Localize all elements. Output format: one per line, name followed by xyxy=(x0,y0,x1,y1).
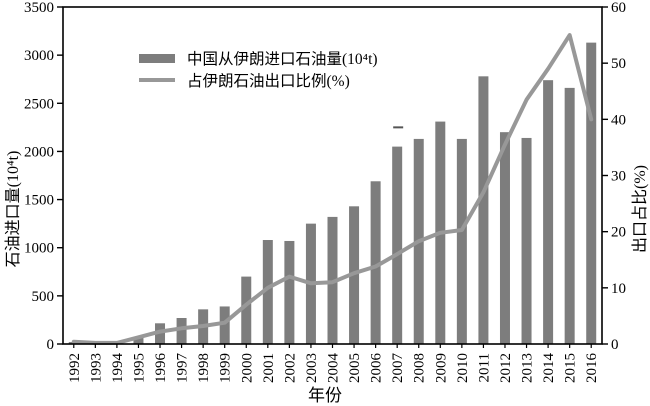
x-tick-label-2009: 2009 xyxy=(433,353,449,383)
left-tick-label: 500 xyxy=(32,289,55,305)
x-tick-label-2002: 2002 xyxy=(282,353,298,383)
legend-item-line-series: 占伊朗石油出口比例(%) xyxy=(139,69,378,91)
x-tick-label-1997: 1997 xyxy=(175,353,191,384)
x-tick-label-2005: 2005 xyxy=(347,353,363,383)
bar-1997 xyxy=(176,318,187,344)
bar-2001 xyxy=(262,240,273,344)
right-tick-label: 40 xyxy=(611,112,626,128)
x-tick-label-2011: 2011 xyxy=(476,353,492,382)
line-series-swatch-icon xyxy=(139,78,175,82)
right-axis-title: 出口占比(%) xyxy=(632,165,649,253)
left-tick-label: 2000 xyxy=(24,144,54,160)
x-tick-label-2007: 2007 xyxy=(390,353,406,384)
x-tick-label-2013: 2013 xyxy=(520,353,536,383)
bar-2000 xyxy=(241,276,252,344)
line-series-path xyxy=(71,33,594,345)
left-axis-title: 石油进口量(10⁴t) xyxy=(5,150,22,268)
bar-2010 xyxy=(456,138,467,344)
left-tick-label: 3500 xyxy=(24,0,54,16)
legend: 中国从伊朗进口石油量(10⁴t) 占伊朗石油出口比例(%) xyxy=(139,47,378,91)
x-tick-label-1999: 1999 xyxy=(218,353,234,383)
x-tick-label-2016: 2016 xyxy=(584,353,600,384)
left-tick-label: 1500 xyxy=(24,193,54,209)
right-tick-label: 0 xyxy=(611,337,619,353)
bar-1995 xyxy=(133,337,144,344)
bar-2015 xyxy=(564,87,575,344)
x-tick-label-1993: 1993 xyxy=(88,353,104,383)
x-tick-label-1996: 1996 xyxy=(153,353,169,384)
x-tick-label-2004: 2004 xyxy=(326,353,342,384)
x-tick-label-2015: 2015 xyxy=(563,353,579,383)
bar-2006 xyxy=(370,181,381,344)
left-tick-label: 1000 xyxy=(24,241,54,257)
x-tick-label-2008: 2008 xyxy=(412,353,428,383)
line-series-label: 占伊朗石油出口比例(%) xyxy=(187,73,350,90)
bar-2016 xyxy=(586,42,597,345)
bar-2011 xyxy=(478,76,489,344)
right-tick-label: 20 xyxy=(611,225,626,241)
right-tick-label: 30 xyxy=(611,169,626,185)
x-tick-label-2010: 2010 xyxy=(455,353,471,383)
x-tick-label-2003: 2003 xyxy=(304,353,320,383)
x-tick-label-2006: 2006 xyxy=(369,353,385,384)
right-tick-label: 50 xyxy=(611,56,626,72)
right-tick-label: 60 xyxy=(611,0,626,16)
x-tick-label-2012: 2012 xyxy=(498,353,514,383)
left-tick-label: 3000 xyxy=(24,48,54,64)
bar-1999 xyxy=(219,306,230,344)
right-tick-label: 10 xyxy=(611,281,626,297)
bar-2012 xyxy=(499,132,510,344)
legend-item-bar-series: 中国从伊朗进口石油量(10⁴t) xyxy=(139,47,378,69)
x-tick-label-1994: 1994 xyxy=(110,353,126,384)
bar-2014 xyxy=(543,80,554,345)
bar-series-label: 中国从伊朗进口石油量(10⁴t) xyxy=(187,51,378,68)
x-tick-label-2001: 2001 xyxy=(261,353,277,383)
x-tick-label-1995: 1995 xyxy=(131,353,147,383)
bar-2002 xyxy=(284,240,295,344)
left-tick-label: 2500 xyxy=(24,96,54,112)
x-tick-label-2014: 2014 xyxy=(541,353,557,384)
x-tick-label-1998: 1998 xyxy=(196,353,212,383)
bar-2013 xyxy=(521,137,532,344)
x-axis-title: 年份 xyxy=(308,386,342,405)
bar-2007 xyxy=(392,146,403,344)
x-tick-label-1992: 1992 xyxy=(67,353,83,383)
bar-series-swatch-icon xyxy=(139,53,175,63)
x-tick-label-2000: 2000 xyxy=(239,353,255,383)
left-tick-label: 0 xyxy=(47,337,55,353)
